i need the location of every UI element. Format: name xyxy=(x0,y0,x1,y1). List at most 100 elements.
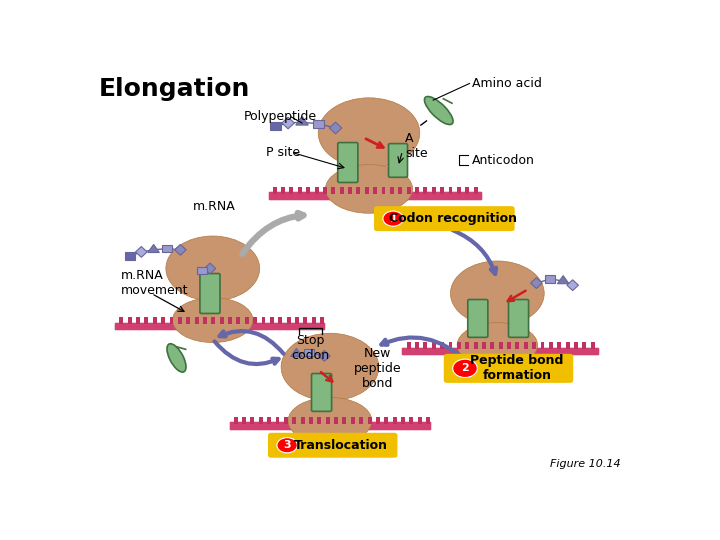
Ellipse shape xyxy=(318,98,420,168)
Bar xyxy=(490,342,494,349)
Bar xyxy=(368,416,372,424)
Bar xyxy=(574,342,578,349)
Ellipse shape xyxy=(451,261,544,326)
Bar xyxy=(331,187,336,194)
Bar xyxy=(343,416,346,424)
Bar xyxy=(320,317,324,324)
Polygon shape xyxy=(270,122,281,131)
Bar xyxy=(432,187,436,194)
Bar xyxy=(287,317,291,324)
Bar xyxy=(186,317,190,324)
Bar xyxy=(566,342,570,349)
Text: m.RNA: m.RNA xyxy=(193,200,236,213)
Bar xyxy=(253,317,257,324)
Ellipse shape xyxy=(457,322,538,368)
Bar xyxy=(516,342,519,349)
Text: New
peptide
bond: New peptide bond xyxy=(354,347,401,390)
Bar xyxy=(423,342,427,349)
Bar xyxy=(401,416,405,424)
FancyBboxPatch shape xyxy=(268,433,397,458)
Bar xyxy=(323,187,327,194)
Bar xyxy=(390,187,394,194)
Bar xyxy=(440,187,444,194)
Bar xyxy=(482,342,486,349)
Bar xyxy=(153,317,157,324)
Bar xyxy=(415,187,419,194)
Bar xyxy=(415,342,419,349)
Bar xyxy=(284,416,288,424)
Bar xyxy=(449,187,452,194)
Bar xyxy=(298,187,302,194)
FancyBboxPatch shape xyxy=(338,143,358,183)
Ellipse shape xyxy=(166,236,260,301)
Bar xyxy=(169,317,174,324)
Text: Polypeptide: Polypeptide xyxy=(243,110,317,123)
Text: Translocation: Translocation xyxy=(294,439,388,452)
Polygon shape xyxy=(557,275,569,284)
Bar xyxy=(398,187,402,194)
Ellipse shape xyxy=(325,165,413,213)
Bar xyxy=(474,187,477,194)
Bar xyxy=(465,187,469,194)
Bar xyxy=(270,317,274,324)
Bar xyxy=(127,317,132,324)
Bar xyxy=(242,416,246,424)
Bar xyxy=(334,416,338,424)
Text: Peptide bond
formation: Peptide bond formation xyxy=(470,354,564,382)
Bar xyxy=(532,342,536,349)
Text: Anticodon: Anticodon xyxy=(472,154,535,167)
Bar xyxy=(507,342,511,349)
Polygon shape xyxy=(204,263,216,274)
Bar xyxy=(136,317,140,324)
Polygon shape xyxy=(125,252,135,260)
Bar xyxy=(351,416,355,424)
Bar xyxy=(273,187,276,194)
Bar xyxy=(178,317,181,324)
Polygon shape xyxy=(135,246,147,258)
Polygon shape xyxy=(304,349,314,356)
FancyBboxPatch shape xyxy=(200,274,220,313)
Ellipse shape xyxy=(281,333,379,401)
Bar xyxy=(295,317,299,324)
Bar xyxy=(426,416,430,424)
Bar xyxy=(315,187,318,194)
Polygon shape xyxy=(197,267,207,274)
Bar xyxy=(306,187,310,194)
FancyBboxPatch shape xyxy=(374,206,515,231)
Bar xyxy=(549,342,553,349)
Circle shape xyxy=(383,211,403,226)
Bar xyxy=(236,317,240,324)
Text: m.RNA
movement: m.RNA movement xyxy=(121,269,188,297)
Text: A
site: A site xyxy=(405,132,428,160)
Bar xyxy=(457,342,461,349)
Circle shape xyxy=(453,359,477,377)
Bar xyxy=(407,342,410,349)
Bar xyxy=(220,317,224,324)
Text: Figure 10.14: Figure 10.14 xyxy=(550,459,621,469)
Polygon shape xyxy=(531,278,542,288)
Bar xyxy=(541,342,544,349)
Bar xyxy=(309,416,313,424)
Bar xyxy=(194,317,199,324)
Bar xyxy=(465,342,469,349)
Polygon shape xyxy=(402,348,598,354)
Bar xyxy=(449,342,452,349)
FancyBboxPatch shape xyxy=(312,374,332,411)
Text: Amino acid: Amino acid xyxy=(472,77,542,90)
Polygon shape xyxy=(174,245,186,255)
Bar xyxy=(373,187,377,194)
Bar xyxy=(423,187,427,194)
Polygon shape xyxy=(318,350,330,361)
Bar xyxy=(279,317,282,324)
Bar xyxy=(267,416,271,424)
Bar xyxy=(312,317,315,324)
Bar xyxy=(407,187,410,194)
Polygon shape xyxy=(269,192,481,199)
Bar xyxy=(245,317,248,324)
Bar xyxy=(376,416,380,424)
Bar xyxy=(392,416,397,424)
Circle shape xyxy=(277,438,297,453)
Polygon shape xyxy=(296,116,308,125)
Bar xyxy=(591,342,595,349)
Bar xyxy=(499,342,503,349)
